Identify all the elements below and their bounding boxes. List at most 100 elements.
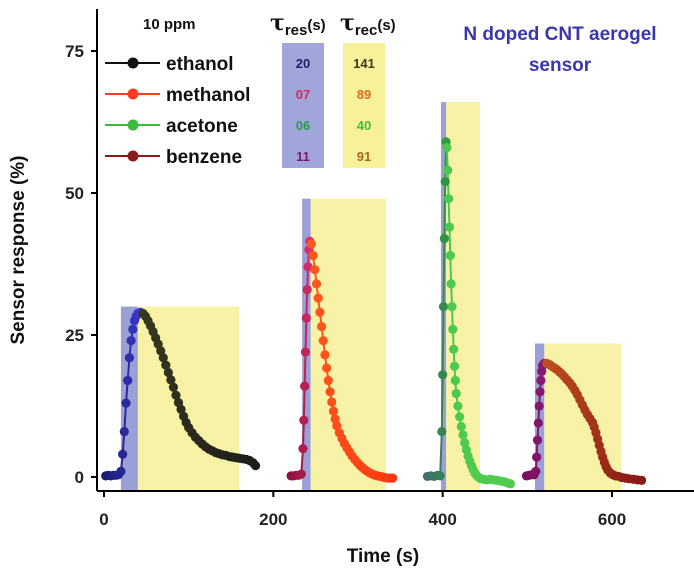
series-line-segment	[123, 403, 128, 432]
series-line-segment	[441, 306, 445, 375]
data-point	[535, 387, 545, 397]
data-point	[532, 452, 542, 462]
x-tick-label: 600	[598, 510, 626, 529]
series-line-segment	[449, 255, 453, 284]
data-point	[126, 336, 136, 346]
data-point	[447, 302, 457, 312]
tau-rec-subscript: rec	[355, 22, 378, 39]
data-point	[315, 307, 325, 317]
data-point	[443, 165, 453, 175]
tau-res-value-methanol: 07	[296, 87, 310, 102]
data-point	[119, 426, 129, 437]
data-point	[327, 397, 337, 407]
data-point	[449, 344, 459, 354]
series-line-segment	[440, 374, 444, 432]
series-ethanol	[101, 307, 261, 481]
series-line-segment	[442, 238, 446, 307]
series-line-segment	[439, 431, 443, 476]
data-point	[532, 435, 543, 445]
tau-rec-value-methanol: 89	[357, 87, 371, 102]
tau-res-symbol: τ	[270, 10, 285, 36]
data-point	[118, 449, 128, 459]
data-point	[438, 370, 448, 380]
legend-marker-methanol	[127, 88, 139, 100]
data-point	[311, 279, 322, 289]
y-tick-label: 25	[65, 326, 84, 345]
series-acetone	[422, 137, 515, 489]
data-point	[450, 375, 460, 386]
data-point	[446, 279, 456, 289]
series-line-segment	[447, 198, 451, 228]
tau-rec-value-ethanol: 141	[353, 56, 375, 71]
data-point	[531, 466, 541, 476]
data-point	[161, 360, 171, 370]
tau-res-unit: (s)	[307, 17, 325, 34]
data-point	[325, 387, 335, 397]
data-point	[637, 475, 647, 486]
tau-res-header: τres(s)	[270, 10, 326, 39]
data-point	[439, 233, 449, 244]
axis-ticks: 0 200 400 600 0 25 50 75	[65, 42, 626, 529]
data-point	[300, 347, 311, 357]
series-line-segment	[304, 317, 308, 353]
data-point	[124, 353, 134, 363]
data-point	[121, 398, 131, 408]
series-line-segment	[303, 352, 307, 387]
data-point	[166, 375, 176, 385]
y-tick-label: 50	[65, 184, 84, 203]
data-point	[128, 324, 138, 334]
tau-rec-unit: (s)	[377, 17, 395, 34]
data-point	[171, 390, 181, 400]
data-point	[536, 375, 546, 386]
tau-res-value-ethanol: 20	[296, 56, 310, 71]
tau-rec-value-benzene: 91	[357, 149, 371, 164]
chart-title-line-2: sensor	[529, 55, 592, 76]
data-point	[250, 461, 261, 471]
data-point	[388, 473, 398, 483]
y-tick-label: 0	[75, 468, 84, 487]
legend-marker-ethanol	[127, 57, 139, 69]
data-point	[308, 250, 318, 261]
series-line-segment	[448, 227, 452, 256]
data-point	[299, 415, 309, 425]
data-point	[458, 430, 468, 440]
legend-label-ethanol: ethanol	[166, 54, 234, 75]
x-tick-label: 0	[99, 510, 108, 529]
data-point	[449, 361, 460, 371]
series-line-segment	[302, 386, 306, 421]
data-point	[442, 142, 452, 153]
tau-res-column-bg	[282, 43, 324, 168]
legend-label-benzene: benzene	[166, 147, 242, 168]
data-point	[437, 426, 447, 437]
tau-rec-header: τrec(s)	[340, 10, 396, 39]
tau-res-value-benzene: 11	[296, 149, 310, 164]
data-point	[158, 353, 168, 363]
data-point	[168, 382, 179, 392]
data-point	[444, 222, 455, 232]
series-line-segment	[305, 289, 309, 318]
data-point	[455, 412, 465, 422]
tau-res-subscript: res	[285, 22, 308, 39]
data-point	[163, 367, 173, 378]
data-point	[316, 321, 327, 332]
data-point	[435, 471, 445, 481]
x-axis-title: Time (s)	[347, 546, 420, 567]
data-point	[116, 466, 126, 476]
data-point	[533, 418, 543, 428]
legend-marker-acetone	[127, 119, 139, 131]
chart-title-line-1: N doped CNT aerogel	[463, 24, 656, 45]
data-point	[310, 265, 320, 275]
data-point	[296, 469, 306, 479]
data-point	[300, 381, 310, 391]
data-point	[298, 444, 308, 454]
series-benzene	[521, 358, 647, 486]
response-band-ethanol	[120, 306, 138, 491]
data-point	[318, 336, 328, 346]
data-point	[306, 239, 317, 249]
series-line-segment	[301, 420, 305, 449]
data-point	[302, 284, 312, 295]
series-line-segment	[443, 181, 447, 239]
series-methanol	[286, 236, 398, 483]
data-point	[313, 293, 323, 303]
x-tick-label: 200	[259, 510, 287, 529]
